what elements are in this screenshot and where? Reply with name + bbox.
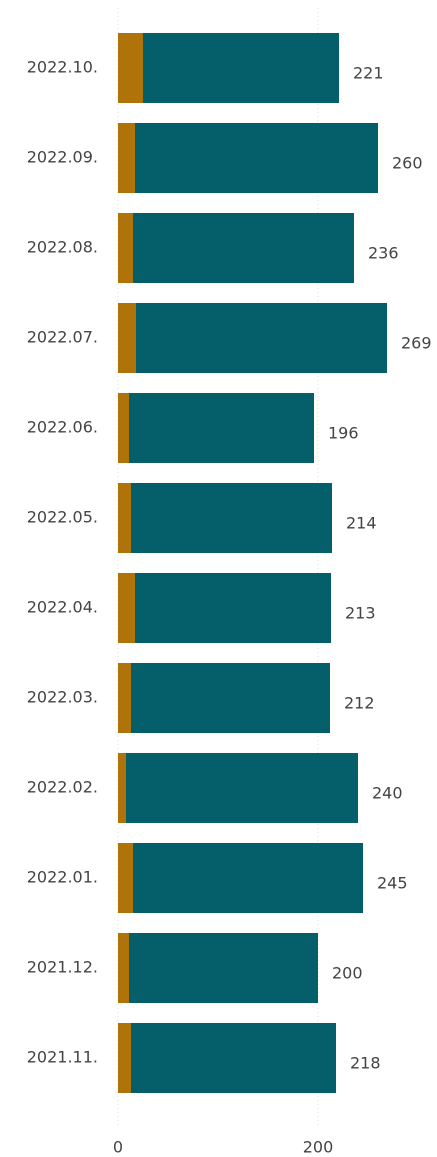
bar-segment	[118, 123, 135, 193]
total-label: 213	[345, 604, 376, 623]
y-tick-label: 2021.12.	[27, 958, 98, 977]
y-tick-label: 2022.09.	[27, 148, 98, 167]
total-label: 245	[377, 874, 408, 893]
bar-segment	[118, 393, 129, 463]
total-label: 221	[353, 64, 384, 83]
bar-segment	[136, 303, 387, 373]
bar-segment	[143, 33, 339, 103]
y-tick-label: 2022.01.	[27, 868, 98, 887]
bar-segment	[118, 483, 131, 553]
bar-segment	[118, 33, 143, 103]
y-tick-label: 2022.04.	[27, 598, 98, 617]
total-label: 269	[401, 334, 432, 353]
y-tick-label: 2022.05.	[27, 508, 98, 527]
bar-segment	[118, 213, 133, 283]
bar-segment	[135, 123, 378, 193]
x-tick-label: 200	[303, 1138, 334, 1157]
total-label: 260	[392, 154, 423, 173]
total-label: 218	[350, 1054, 381, 1073]
total-label: 236	[368, 244, 399, 263]
y-tick-label: 2022.06.	[27, 418, 98, 437]
bar-segment	[135, 573, 331, 643]
total-label: 214	[346, 514, 377, 533]
bar-segment	[131, 1023, 336, 1093]
bar-segment	[131, 663, 330, 733]
bar-segment	[129, 933, 318, 1003]
bar-segment	[118, 933, 129, 1003]
y-tick-label: 2022.07.	[27, 328, 98, 347]
y-tick-label: 2021.11.	[27, 1048, 98, 1067]
total-label: 200	[332, 964, 363, 983]
total-label: 212	[344, 694, 375, 713]
total-label: 240	[372, 784, 403, 803]
bar-segment	[131, 483, 332, 553]
y-tick-label: 2022.08.	[27, 238, 98, 257]
bar-segment	[133, 843, 363, 913]
y-tick-label: 2022.03.	[27, 688, 98, 707]
y-tick-label: 2022.10.	[27, 58, 98, 77]
x-tick-label: 0	[113, 1138, 123, 1157]
bar-segment	[118, 843, 133, 913]
bar-segment	[129, 393, 314, 463]
bar-segment	[118, 573, 135, 643]
total-label: 196	[328, 424, 359, 443]
bar-segment	[118, 303, 136, 373]
bar-segment	[133, 213, 354, 283]
bar-segment	[118, 1023, 131, 1093]
bar-segment	[118, 753, 126, 823]
bar-segment	[126, 753, 358, 823]
y-tick-label: 2022.02.	[27, 778, 98, 797]
bar-segment	[118, 663, 131, 733]
